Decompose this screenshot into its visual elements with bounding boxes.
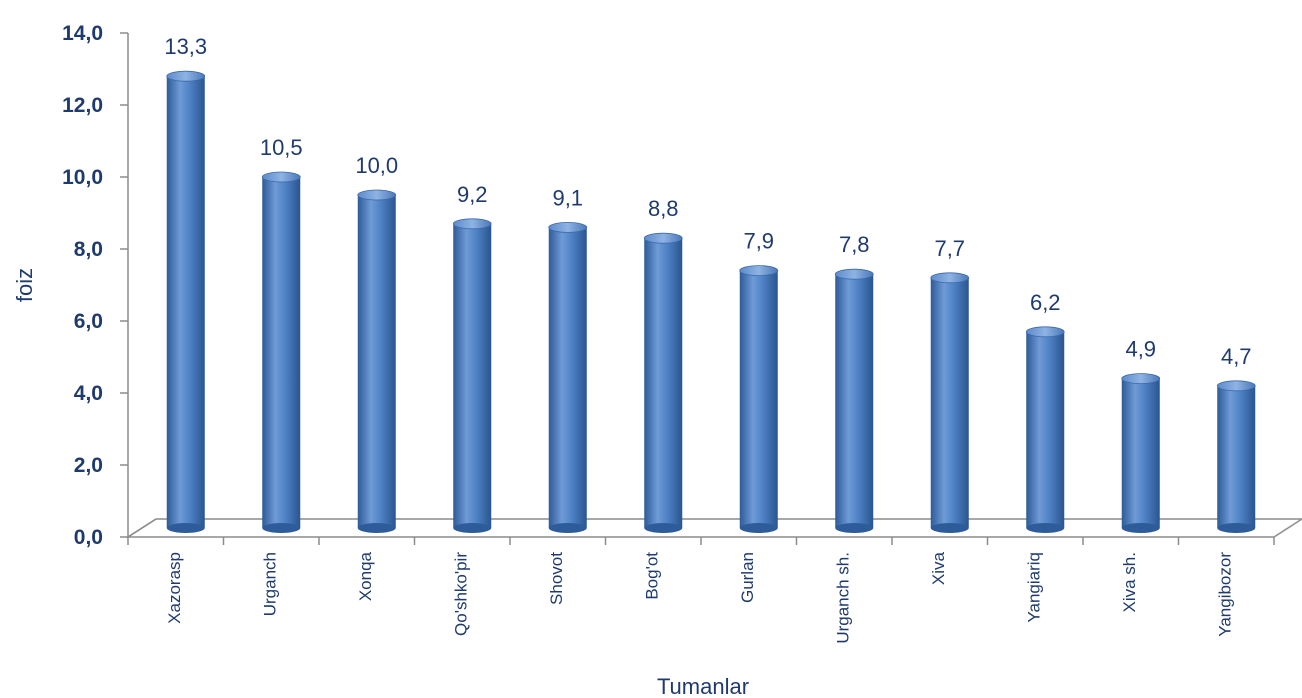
category-label: Shovot [547, 552, 566, 605]
y-axis-depth-line [127, 518, 157, 538]
bar-body [644, 238, 683, 528]
y-tick-label: 14,0 [62, 22, 103, 45]
category-label: Urganch [260, 552, 279, 616]
bar-cap [261, 171, 301, 183]
bar [643, 232, 683, 533]
bar [166, 70, 206, 533]
data-label: 4,9 [1125, 337, 1156, 362]
y-tick-label: 2,0 [74, 454, 103, 477]
bar-cap [357, 189, 397, 201]
x-ticks [127, 537, 1275, 545]
data-label: 6,2 [1030, 290, 1061, 315]
category-label: Yangibozor [1215, 552, 1234, 637]
category-label: Xiva sh. [1120, 552, 1139, 612]
bar-cap [452, 218, 492, 230]
category-label: Xiva [929, 551, 948, 585]
bar-base [835, 523, 874, 533]
data-label: 7,7 [934, 236, 965, 261]
data-label: 4,7 [1221, 344, 1252, 369]
bar-body [262, 177, 301, 528]
bar-base [644, 523, 683, 533]
bar [739, 265, 779, 533]
bar-base [1121, 523, 1160, 533]
data-label: 9,2 [457, 182, 488, 207]
bar-body [1217, 385, 1256, 528]
y-tick-label: 0,0 [74, 526, 103, 549]
bar-cap [643, 232, 683, 244]
category-label: Bog'ot [642, 552, 661, 600]
bars [166, 70, 1256, 533]
bar-cap [1216, 380, 1256, 392]
bar [930, 272, 970, 533]
category-label: Gurlan [738, 552, 757, 603]
bar-cap [739, 265, 779, 277]
category-label: Xazorasp [165, 552, 184, 624]
bar [548, 221, 588, 533]
bar-cap [1025, 326, 1065, 338]
data-label: 10,5 [260, 135, 303, 160]
y-ticks: 0,0 2,0 4,0 6,0 8,0 10,0 12,0 14,0 [62, 22, 128, 549]
bar [261, 171, 301, 533]
bar-body [835, 274, 874, 528]
data-label: 9,1 [552, 185, 583, 210]
category-label: Urganch sh. [833, 552, 852, 644]
x-axis-title: Tumanlar [657, 674, 749, 698]
category-label: Qo'shko'pir [451, 552, 470, 636]
y-tick-label: 4,0 [74, 382, 103, 405]
data-label: 7,9 [743, 229, 774, 254]
data-label: 13,3 [164, 34, 207, 59]
data-label: 10,0 [355, 153, 398, 178]
bar-body [548, 227, 587, 528]
bar-body [453, 223, 492, 529]
bar-base [1026, 523, 1065, 533]
bar-body [1026, 331, 1065, 528]
bar-cap [834, 268, 874, 280]
y-tick-label: 6,0 [74, 310, 103, 333]
bar-cap [548, 221, 588, 233]
bar-body [739, 270, 778, 528]
bar [452, 218, 492, 533]
bar [1216, 380, 1256, 533]
data-labels: 13,3 10,5 10,0 9,2 9,1 8,8 7,9 7,8 7,7 6,2 4,9 4,7 [164, 34, 1251, 369]
bar-base [1217, 523, 1256, 533]
data-label: 7,8 [839, 232, 870, 257]
bar-base [930, 523, 969, 533]
bar-body [1121, 378, 1160, 528]
bar-body [930, 277, 969, 528]
bar-base [739, 523, 778, 533]
bar [1121, 373, 1161, 533]
bar-body [357, 195, 396, 528]
category-labels: Xazorasp Urganch Xonqa Qo'shko'pir Shovot Bog… [165, 551, 1235, 643]
bar-base [262, 523, 301, 533]
bar-cap [930, 272, 970, 284]
y-tick-label: 12,0 [62, 94, 103, 117]
bar [834, 268, 874, 533]
bar [357, 189, 397, 533]
bar-body [166, 76, 205, 528]
y-axis-title: foiz [12, 268, 37, 302]
bar [1025, 326, 1065, 533]
y-tick-label: 8,0 [74, 238, 103, 261]
bar-cap [166, 70, 206, 82]
y-tick-label: 10,0 [62, 166, 103, 189]
bar-base [548, 523, 587, 533]
bar-base [357, 523, 396, 533]
bar-cap [1121, 373, 1161, 385]
category-label: Yangiariq [1024, 552, 1043, 623]
bar-base [166, 523, 205, 533]
bar-base [453, 523, 492, 533]
category-label: Xonqa [356, 551, 375, 601]
data-label: 8,8 [648, 196, 679, 221]
